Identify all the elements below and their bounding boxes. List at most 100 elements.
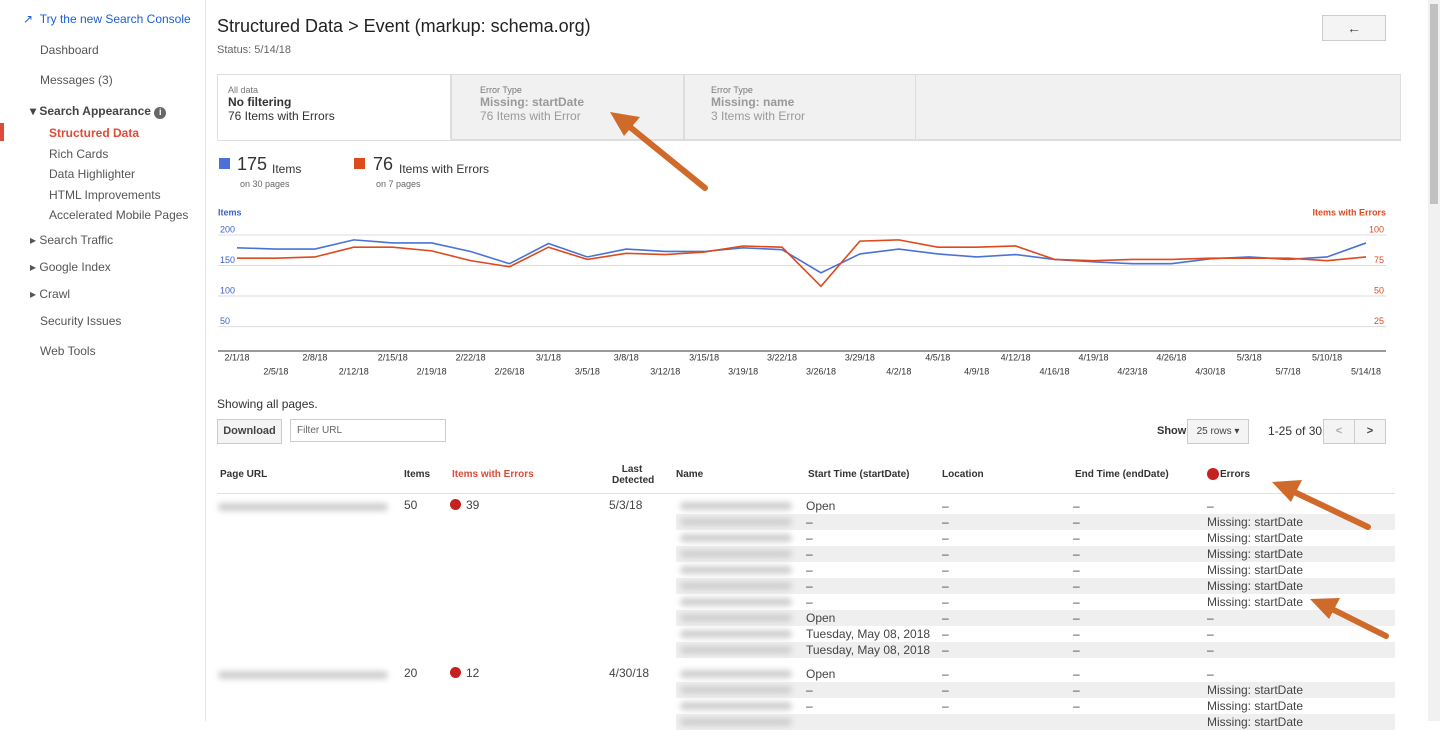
table-cell: Missing: startDate bbox=[1207, 531, 1304, 545]
x-tick-label: 2/22/18 bbox=[456, 352, 486, 362]
summary-label: Items with Errors bbox=[399, 162, 490, 176]
tab-kicker: Error Type bbox=[711, 85, 753, 95]
tab[interactable]: Error Type Missing: name 3 Items with Erro… bbox=[684, 74, 916, 140]
y-tick-label: 200 bbox=[220, 224, 235, 234]
x-tick-label: 3/8/18 bbox=[614, 352, 639, 362]
blurred-name bbox=[680, 686, 792, 694]
table-row: Tuesday, May 08, 2018– – – bbox=[676, 626, 1395, 642]
column-header: Items bbox=[404, 469, 431, 480]
y2-tick-label: 25 bbox=[1374, 316, 1384, 326]
sidebar-divider bbox=[205, 0, 206, 721]
nav-item[interactable]: Rich Cards bbox=[49, 147, 109, 161]
error-icon bbox=[450, 499, 461, 510]
nav-section[interactable]: ▾ Search Appearance i bbox=[30, 104, 167, 119]
summary-count: 175 bbox=[237, 154, 268, 174]
y2-axis-title: Items with Errors bbox=[1312, 207, 1386, 217]
nav-item[interactable]: Web Tools bbox=[40, 344, 96, 358]
filter-input[interactable]: Filter URL bbox=[290, 419, 446, 442]
nav-item[interactable]: Structured Data bbox=[49, 126, 140, 140]
x-tick-label: 4/9/18 bbox=[964, 366, 989, 376]
scrollbar[interactable] bbox=[1428, 0, 1440, 721]
table-row: – – – Missing: startDate bbox=[676, 594, 1395, 610]
column-header: Page URL bbox=[220, 469, 268, 480]
next-button[interactable]: > bbox=[1354, 419, 1386, 444]
table-row: – – – Missing: startDate bbox=[676, 578, 1395, 594]
x-tick-label: 4/23/18 bbox=[1117, 366, 1147, 376]
x-tick-label: 3/5/18 bbox=[575, 366, 600, 376]
nav-text: Crawl bbox=[39, 287, 71, 301]
table-cell: – bbox=[1073, 627, 1080, 641]
rows-text: 25 rows bbox=[1196, 426, 1232, 437]
x-tick-label: 2/1/18 bbox=[224, 352, 249, 362]
x-tick-label: 2/19/18 bbox=[417, 366, 447, 376]
table-cell: – bbox=[1073, 531, 1080, 545]
table-row: – – – Missing: startDate bbox=[676, 562, 1395, 578]
column-header: Start Time (startDate) bbox=[808, 469, 910, 480]
table-cell: – bbox=[1073, 683, 1080, 697]
nav-item[interactable]: Messages (3) bbox=[40, 73, 113, 87]
table-row: – – – Missing: startDate bbox=[676, 530, 1395, 546]
x-tick-label: 5/14/18 bbox=[1351, 366, 1381, 376]
table-cell: Tuesday, May 08, 2018 bbox=[806, 627, 931, 641]
tab-title: No filtering bbox=[228, 95, 292, 109]
error-count: 39 bbox=[466, 498, 480, 512]
table-cell: – bbox=[806, 699, 813, 713]
blurred-name bbox=[680, 646, 792, 654]
nav-item[interactable]: Accelerated Mobile Pages bbox=[49, 208, 189, 222]
nav-item[interactable]: HTML Improvements bbox=[49, 188, 161, 202]
table-cell: – bbox=[942, 579, 949, 593]
table-row: – – – Missing: startDate bbox=[676, 698, 1395, 714]
tab-title: Missing: startDate bbox=[480, 95, 585, 109]
download-button[interactable]: Download bbox=[217, 419, 282, 444]
nav-section[interactable]: ▸ Google Index bbox=[30, 260, 111, 274]
x-tick-label: 2/15/18 bbox=[378, 352, 408, 362]
blurred-name bbox=[680, 518, 792, 526]
table-row: – – – Missing: startDate bbox=[676, 682, 1395, 698]
new-console-link[interactable]: ↗ Try the new Search Console bbox=[23, 12, 191, 26]
page-title: Structured Data > Event (markup: schema.… bbox=[217, 16, 591, 36]
back-button[interactable]: ← bbox=[1322, 15, 1386, 41]
x-tick-label: 4/16/18 bbox=[1040, 366, 1070, 376]
error-icon bbox=[450, 667, 461, 678]
y-tick-label: 50 bbox=[220, 316, 230, 326]
legend-swatch bbox=[354, 158, 365, 169]
table-cell: Open bbox=[806, 611, 836, 625]
tab[interactable]: Error Type Missing: startDate 76 Items wit… bbox=[451, 74, 684, 140]
table-cell: – bbox=[942, 683, 949, 697]
show-label: Show bbox=[1157, 425, 1187, 437]
table-cell: Open bbox=[806, 499, 836, 513]
table-cell: – bbox=[942, 563, 949, 577]
summary-pages: on 7 pages bbox=[376, 179, 421, 189]
table-cell: – bbox=[1073, 643, 1080, 657]
y2-tick-label: 100 bbox=[1369, 224, 1384, 234]
prev-button[interactable]: < bbox=[1323, 419, 1355, 444]
column-header[interactable]: Items with Errors bbox=[452, 469, 534, 480]
nav-item[interactable]: Data Highlighter bbox=[49, 167, 136, 181]
x-tick-label: 4/19/18 bbox=[1078, 352, 1108, 362]
tab-kicker: All data bbox=[228, 85, 259, 95]
table-cell: – bbox=[942, 667, 949, 681]
table-cell: – bbox=[942, 595, 949, 609]
blurred-url bbox=[218, 671, 388, 679]
nav-item[interactable]: Dashboard bbox=[40, 43, 99, 57]
rows-select[interactable]: 25 rows ▾ bbox=[1187, 419, 1249, 444]
x-tick-label: 2/5/18 bbox=[263, 366, 288, 376]
tab[interactable]: All data No filtering 76 Items with Errors bbox=[217, 74, 451, 140]
tab-filler bbox=[916, 74, 1401, 140]
nav-section[interactable]: ▸ Search Traffic bbox=[30, 233, 114, 247]
table-cell: – bbox=[806, 531, 813, 545]
item-count: 50 bbox=[404, 498, 418, 512]
x-tick-label: 4/30/18 bbox=[1195, 366, 1225, 376]
table-cell: Missing: startDate bbox=[1207, 595, 1304, 609]
nav-item[interactable]: Security Issues bbox=[40, 314, 122, 328]
tab-title: Missing: name bbox=[711, 95, 795, 109]
nav-section[interactable]: ▸ Crawl bbox=[30, 287, 71, 301]
blurred-name bbox=[680, 550, 792, 558]
column-header: Name bbox=[676, 469, 704, 480]
summary-count: 76 bbox=[373, 154, 394, 174]
tab-sub: 3 Items with Error bbox=[711, 109, 806, 123]
table-cell: – bbox=[942, 643, 949, 657]
x-tick-label: 4/12/18 bbox=[1001, 352, 1031, 362]
blurred-name bbox=[680, 702, 792, 710]
